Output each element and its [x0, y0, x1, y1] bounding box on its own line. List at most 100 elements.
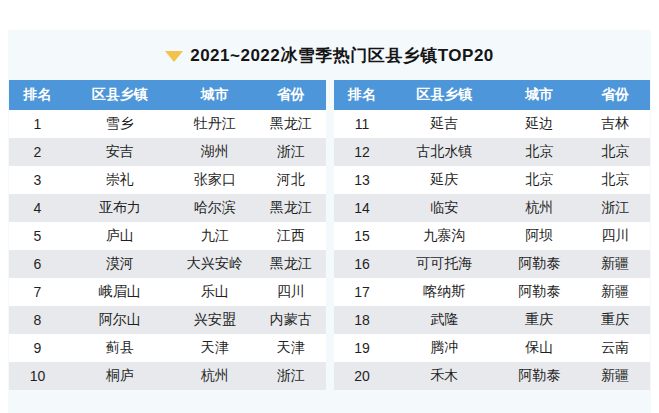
- city-cell: 湖州: [174, 138, 256, 166]
- ranking-table-left: 排名 区县乡镇 城市 省份 1雪乡牡丹江黑龙江2安吉湖州浙江3崇礼张家口河北4亚…: [9, 80, 326, 390]
- district-cell: 古北水镇: [390, 138, 498, 166]
- city-cell: 牡丹江: [174, 110, 256, 138]
- province-cell: 浙江: [580, 194, 650, 222]
- rank-cell: 15: [334, 222, 391, 250]
- city-cell: 天津: [174, 334, 256, 362]
- district-cell: 延庆: [390, 166, 498, 194]
- table-row: 17喀纳斯阿勒泰新疆: [334, 278, 651, 306]
- rank-cell: 8: [9, 306, 66, 334]
- table-row: 7峨眉山乐山四川: [9, 278, 326, 306]
- city-cell: 保山: [498, 334, 580, 362]
- province-cell: 天津: [256, 334, 326, 362]
- ranking-table-right: 排名 区县乡镇 城市 省份 11延吉延边吉林12古北水镇北京北京13延庆北京北京…: [334, 80, 651, 390]
- column-header-province: 省份: [256, 80, 326, 110]
- table-row: 5庐山九江江西: [9, 222, 326, 250]
- rank-cell: 10: [9, 362, 66, 390]
- table-row: 13延庆北京北京: [334, 166, 651, 194]
- province-cell: 北京: [580, 138, 650, 166]
- province-cell: 河北: [256, 166, 326, 194]
- rank-cell: 5: [9, 222, 66, 250]
- table-row: 12古北水镇北京北京: [334, 138, 651, 166]
- tables-container: 排名 区县乡镇 城市 省份 1雪乡牡丹江黑龙江2安吉湖州浙江3崇礼张家口河北4亚…: [8, 80, 651, 390]
- district-cell: 安吉: [66, 138, 174, 166]
- province-cell: 四川: [256, 278, 326, 306]
- rank-cell: 14: [334, 194, 391, 222]
- rank-cell: 3: [9, 166, 66, 194]
- content-panel: 2021~2022冰雪季热门区县乡镇TOP20 排名 区县乡镇 城市 省份 1雪…: [8, 30, 651, 413]
- column-header-rank: 排名: [9, 80, 66, 110]
- district-cell: 临安: [390, 194, 498, 222]
- province-cell: 四川: [580, 222, 650, 250]
- table-body-left: 1雪乡牡丹江黑龙江2安吉湖州浙江3崇礼张家口河北4亚布力哈尔滨黑龙江5庐山九江江…: [9, 110, 326, 390]
- province-cell: 黑龙江: [256, 194, 326, 222]
- province-cell: 云南: [580, 334, 650, 362]
- page-title: 2021~2022冰雪季热门区县乡镇TOP20: [190, 44, 494, 67]
- district-cell: 庐山: [66, 222, 174, 250]
- city-cell: 延边: [498, 110, 580, 138]
- table-row: 1雪乡牡丹江黑龙江: [9, 110, 326, 138]
- rank-cell: 1: [9, 110, 66, 138]
- city-cell: 大兴安岭: [174, 250, 256, 278]
- table-row: 6漠河大兴安岭黑龙江: [9, 250, 326, 278]
- table-row: 3崇礼张家口河北: [9, 166, 326, 194]
- province-cell: 内蒙古: [256, 306, 326, 334]
- district-cell: 禾木: [390, 362, 498, 390]
- province-cell: 新疆: [580, 250, 650, 278]
- table-header-row: 排名 区县乡镇 城市 省份: [9, 80, 326, 110]
- rank-cell: 17: [334, 278, 391, 306]
- column-header-city: 城市: [174, 80, 256, 110]
- district-cell: 雪乡: [66, 110, 174, 138]
- province-cell: 新疆: [580, 278, 650, 306]
- district-cell: 亚布力: [66, 194, 174, 222]
- city-cell: 哈尔滨: [174, 194, 256, 222]
- province-cell: 北京: [580, 166, 650, 194]
- city-cell: 兴安盟: [174, 306, 256, 334]
- district-cell: 九寨沟: [390, 222, 498, 250]
- district-cell: 喀纳斯: [390, 278, 498, 306]
- column-header-city: 城市: [498, 80, 580, 110]
- province-cell: 浙江: [256, 362, 326, 390]
- province-cell: 江西: [256, 222, 326, 250]
- city-cell: 阿坝: [498, 222, 580, 250]
- rank-cell: 16: [334, 250, 391, 278]
- district-cell: 延吉: [390, 110, 498, 138]
- column-header-district: 区县乡镇: [390, 80, 498, 110]
- table-row: 18武隆重庆重庆: [334, 306, 651, 334]
- city-cell: 杭州: [498, 194, 580, 222]
- rank-cell: 11: [334, 110, 391, 138]
- table-row: 16可可托海阿勒泰新疆: [334, 250, 651, 278]
- column-header-province: 省份: [580, 80, 650, 110]
- title-row: 2021~2022冰雪季热门区县乡镇TOP20: [8, 30, 651, 80]
- table-row: 8阿尔山兴安盟内蒙古: [9, 306, 326, 334]
- rank-cell: 19: [334, 334, 391, 362]
- triangle-down-icon: [165, 51, 183, 62]
- district-cell: 腾冲: [390, 334, 498, 362]
- table-row: 14临安杭州浙江: [334, 194, 651, 222]
- province-cell: 重庆: [580, 306, 650, 334]
- district-cell: 蓟县: [66, 334, 174, 362]
- page: 2021~2022冰雪季热门区县乡镇TOP20 排名 区县乡镇 城市 省份 1雪…: [0, 0, 659, 413]
- district-cell: 崇礼: [66, 166, 174, 194]
- city-cell: 杭州: [174, 362, 256, 390]
- table-row: 2安吉湖州浙江: [9, 138, 326, 166]
- rank-cell: 6: [9, 250, 66, 278]
- table-row: 19腾冲保山云南: [334, 334, 651, 362]
- table-row: 4亚布力哈尔滨黑龙江: [9, 194, 326, 222]
- rank-cell: 9: [9, 334, 66, 362]
- rank-cell: 20: [334, 362, 391, 390]
- column-header-rank: 排名: [334, 80, 391, 110]
- district-cell: 武隆: [390, 306, 498, 334]
- rank-cell: 12: [334, 138, 391, 166]
- province-cell: 新疆: [580, 362, 650, 390]
- district-cell: 桐庐: [66, 362, 174, 390]
- city-cell: 阿勒泰: [498, 278, 580, 306]
- district-cell: 漠河: [66, 250, 174, 278]
- city-cell: 阿勒泰: [498, 250, 580, 278]
- column-header-district: 区县乡镇: [66, 80, 174, 110]
- district-cell: 阿尔山: [66, 306, 174, 334]
- rank-cell: 13: [334, 166, 391, 194]
- rank-cell: 7: [9, 278, 66, 306]
- city-cell: 北京: [498, 138, 580, 166]
- rank-cell: 4: [9, 194, 66, 222]
- district-cell: 峨眉山: [66, 278, 174, 306]
